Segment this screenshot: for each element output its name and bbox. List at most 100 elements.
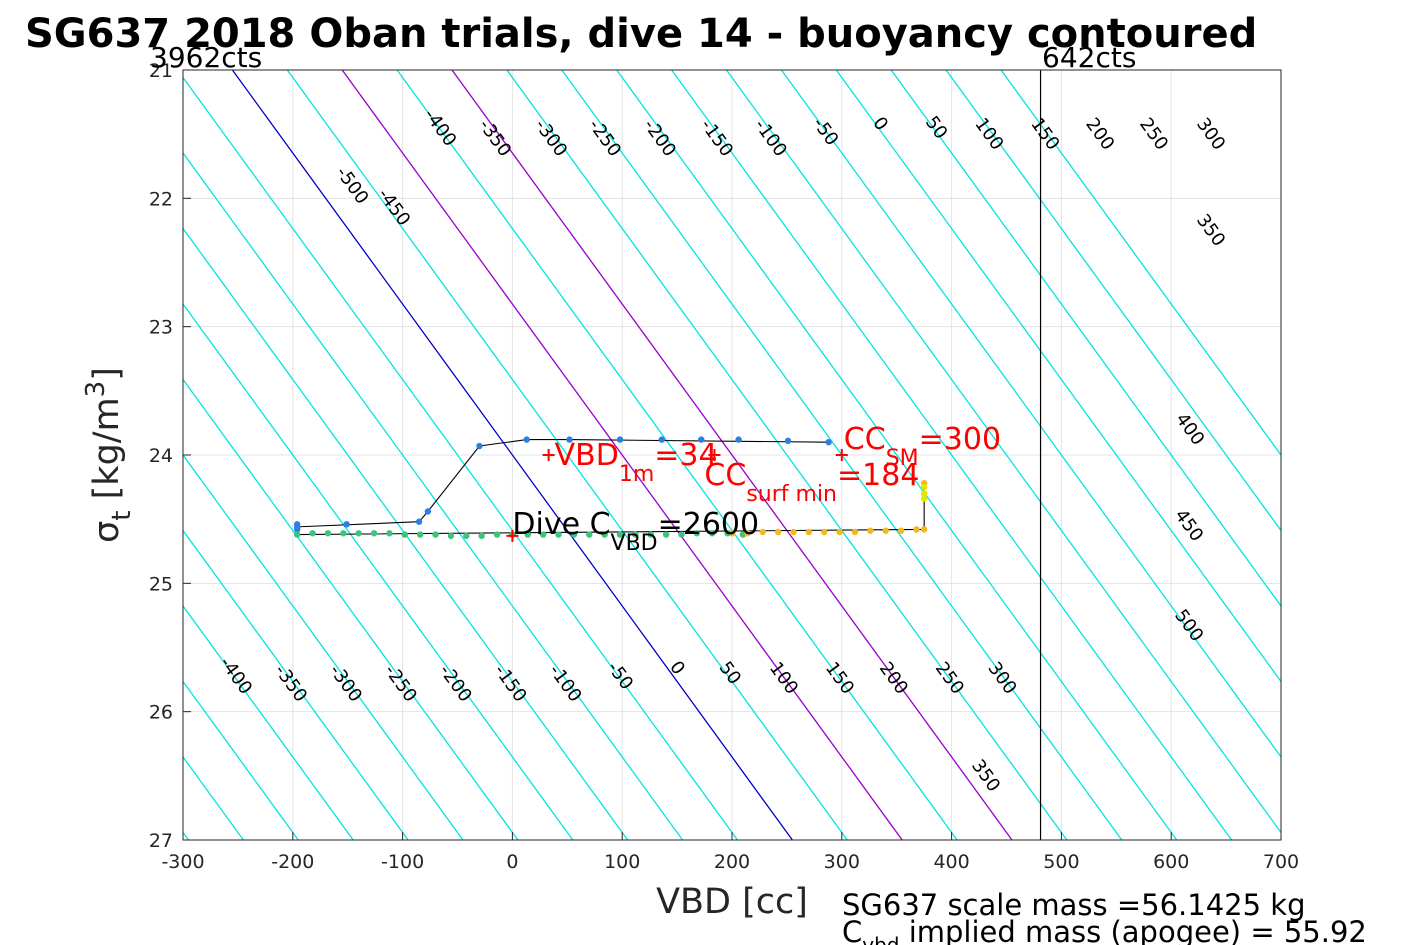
buoyancy-contour-700 — [1000, 70, 1281, 457]
data-point — [678, 531, 685, 538]
y-tick-label: 22 — [149, 188, 173, 210]
data-point — [616, 531, 624, 538]
buoyancy-contour-650 — [945, 70, 1281, 532]
annotation-marker-ccsm — [835, 449, 848, 461]
data-point — [586, 531, 593, 538]
data-point — [401, 531, 408, 538]
buoyancy-contour-200 — [451, 70, 1013, 840]
annotation-marker-vbd1m — [542, 449, 555, 461]
data-point — [601, 531, 608, 538]
buoyancy-contour-100 — [341, 70, 903, 840]
data-point — [662, 531, 670, 538]
x-tick-label: 700 — [1263, 851, 1299, 873]
data-point — [493, 531, 501, 538]
data-point — [415, 518, 423, 525]
data-point — [882, 527, 889, 534]
data-point — [728, 530, 736, 537]
data-point — [744, 530, 751, 537]
buoyancy-contour-0 — [231, 70, 793, 840]
data-point — [566, 436, 573, 443]
corner-left-count: 3962cts — [150, 41, 262, 74]
data-point — [825, 438, 832, 446]
y-tick-label: 24 — [149, 445, 173, 467]
x-tick-label: 200 — [714, 851, 750, 873]
x-tick-label: 100 — [604, 851, 640, 873]
buoyancy-contour--200 — [183, 302, 574, 840]
data-point — [539, 531, 547, 538]
chart-title: SG637 2018 Oban trials, dive 14 - buoyan… — [25, 11, 1257, 57]
annotation-dive: Dive CVBD=2600 — [512, 507, 759, 556]
data-point — [709, 530, 716, 537]
data-point — [523, 436, 530, 443]
data-point — [759, 528, 766, 536]
data-point — [476, 442, 483, 450]
buoyancy-contour--150 — [183, 227, 629, 840]
footer-scale-mass: SG637 scale mass =56.1425 kg — [842, 888, 1306, 922]
buoyancy-contour--100 — [183, 151, 684, 840]
data-point — [570, 531, 578, 538]
y-axis-label: σt [kg/m3] — [81, 367, 137, 543]
footer-implied-mass: Cvbd implied mass (apogee) = 55.92 — [842, 915, 1367, 945]
buoyancy-contour--400 — [183, 604, 354, 840]
data-point — [805, 528, 813, 536]
buoyancy-contour--50 — [183, 76, 739, 840]
data-point — [340, 530, 347, 537]
corner-right-count: 642cts — [1042, 41, 1136, 74]
buoyancy-contour--250 — [183, 378, 519, 840]
data-point — [424, 508, 432, 515]
x-tick-label: 500 — [1043, 851, 1079, 873]
data-point — [658, 436, 665, 443]
annotation-ccsurf: CCsurf min=184 — [704, 458, 919, 507]
x-tick-label: 400 — [933, 851, 969, 873]
buoyancy-contour-550 — [835, 70, 1281, 683]
x-tick-label: -300 — [161, 851, 204, 873]
annotation-marker-ccsurf — [708, 449, 721, 461]
buoyancy-contour--450 — [183, 680, 299, 840]
data-point — [524, 531, 531, 538]
data-point — [774, 528, 782, 536]
y-tick-label: 23 — [149, 317, 173, 339]
data-point — [616, 436, 624, 443]
data-point — [370, 530, 378, 537]
data-point — [647, 531, 654, 538]
annotation-vbd1m: VBD1m=34 — [555, 438, 718, 487]
data-point — [478, 532, 485, 540]
data-point — [920, 483, 928, 491]
data-point — [790, 528, 797, 536]
buoyancy-contour-400 — [671, 70, 1233, 840]
y-tick-label: 26 — [149, 702, 173, 724]
annotation-marker-dive — [506, 529, 519, 542]
data-point — [447, 532, 455, 540]
data-point — [432, 531, 439, 538]
buoyancy-contour-50 — [286, 70, 848, 840]
x-tick-label: -200 — [271, 851, 314, 873]
data-point — [920, 495, 928, 502]
buoyancy-contour-450 — [725, 70, 1281, 834]
data-point — [735, 436, 742, 443]
data-point — [693, 530, 701, 537]
buoyancy-contour--300 — [183, 453, 464, 840]
data-point — [463, 532, 470, 540]
y-tick-label: 27 — [149, 830, 173, 852]
x-axis-label: VBD [cc] — [656, 882, 808, 922]
data-point — [324, 530, 332, 537]
data-point — [821, 528, 828, 536]
y-tick-label: 25 — [149, 573, 173, 595]
data-point — [293, 531, 301, 538]
data-point — [555, 531, 562, 538]
annotation-ccsm: CCSM=300 — [844, 422, 1001, 471]
data-point — [698, 436, 705, 443]
data-point — [920, 526, 928, 533]
buoyancy-contour-150 — [396, 70, 958, 840]
buoyancy-contour-500 — [780, 70, 1281, 759]
plot-area: -500 -450-400 -350 -300 -250 -200 -150 -100 -50 0… — [149, 60, 1299, 873]
data-point — [386, 530, 393, 537]
buoyancy-contour-600 — [890, 70, 1281, 608]
data-point — [343, 521, 350, 528]
data-point — [355, 530, 362, 537]
x-tick-label: 600 — [1153, 851, 1189, 873]
data-point — [920, 490, 928, 497]
data-point — [416, 531, 424, 538]
buoyancy-contour--350 — [183, 529, 409, 840]
